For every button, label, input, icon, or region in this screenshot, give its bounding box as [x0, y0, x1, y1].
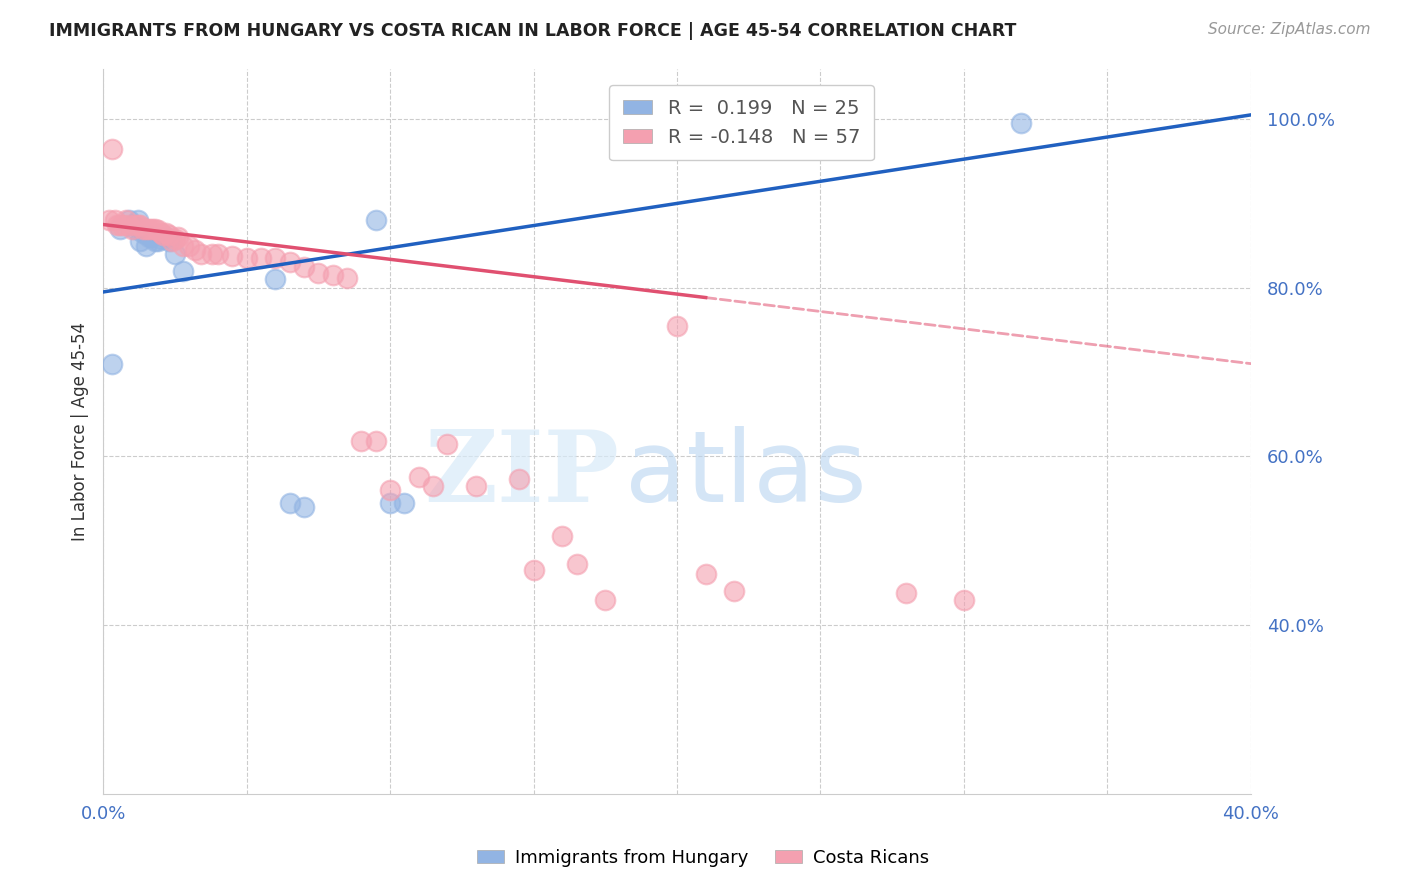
Text: IMMIGRANTS FROM HUNGARY VS COSTA RICAN IN LABOR FORCE | AGE 45-54 CORRELATION CH: IMMIGRANTS FROM HUNGARY VS COSTA RICAN I…: [49, 22, 1017, 40]
Point: [350, 434, 373, 449]
Legend: Immigrants from Hungary, Costa Ricans: Immigrants from Hungary, Costa Ricans: [470, 842, 936, 874]
Point: [436, 436, 458, 450]
Point: [104, 213, 127, 227]
Point: [112, 218, 135, 232]
Point: [422, 479, 444, 493]
Point: [157, 228, 180, 243]
Point: [129, 218, 152, 232]
Point: [184, 243, 207, 257]
Point: [127, 218, 149, 232]
Point: [307, 266, 329, 280]
Text: ZIP: ZIP: [425, 426, 620, 523]
Point: [221, 249, 243, 263]
Point: [292, 500, 315, 514]
Point: [135, 238, 157, 252]
Point: [138, 230, 160, 244]
Point: [278, 496, 301, 510]
Point: [723, 584, 745, 599]
Text: atlas: atlas: [626, 426, 868, 523]
Point: [121, 221, 143, 235]
Point: [138, 221, 160, 235]
Point: [107, 218, 129, 232]
Point: [179, 238, 201, 252]
Point: [118, 213, 141, 227]
Point: [160, 235, 183, 249]
Point: [278, 255, 301, 269]
Point: [163, 232, 186, 246]
Point: [110, 218, 132, 232]
Point: [132, 226, 155, 240]
Y-axis label: In Labor Force | Age 45-54: In Labor Force | Age 45-54: [72, 322, 89, 541]
Point: [201, 247, 224, 261]
Point: [155, 230, 177, 244]
Point: [264, 252, 287, 266]
Point: [100, 357, 122, 371]
Point: [135, 221, 157, 235]
Text: Source: ZipAtlas.com: Source: ZipAtlas.com: [1208, 22, 1371, 37]
Point: [141, 230, 163, 244]
Point: [166, 230, 188, 244]
Point: [292, 260, 315, 274]
Point: [322, 268, 344, 282]
Point: [593, 592, 616, 607]
Point: [100, 142, 122, 156]
Point: [190, 247, 212, 261]
Point: [152, 228, 174, 243]
Point: [695, 567, 717, 582]
Point: [97, 213, 120, 227]
Point: [364, 434, 387, 449]
Point: [132, 221, 155, 235]
Point: [146, 235, 169, 249]
Point: [157, 235, 180, 249]
Point: [172, 264, 194, 278]
Point: [172, 238, 194, 252]
Point: [110, 221, 132, 235]
Point: [141, 221, 163, 235]
Point: [378, 483, 401, 497]
Point: [115, 213, 138, 227]
Point: [508, 472, 530, 486]
Point: [565, 558, 588, 572]
Point: [124, 221, 146, 235]
Point: [149, 232, 172, 246]
Point: [264, 272, 287, 286]
Point: [155, 226, 177, 240]
Point: [146, 223, 169, 237]
Point: [364, 213, 387, 227]
Point: [121, 218, 143, 232]
Point: [465, 479, 488, 493]
Point: [551, 529, 574, 543]
Point: [163, 247, 186, 261]
Point: [1010, 116, 1032, 130]
Point: [127, 213, 149, 227]
Point: [665, 318, 688, 333]
Point: [378, 496, 401, 510]
Point: [408, 470, 430, 484]
Point: [250, 252, 273, 266]
Point: [522, 563, 544, 577]
Point: [124, 218, 146, 232]
Point: [143, 221, 166, 235]
Point: [953, 592, 976, 607]
Point: [896, 586, 918, 600]
Point: [394, 496, 416, 510]
Point: [129, 235, 152, 249]
Point: [118, 218, 141, 232]
Point: [149, 226, 172, 240]
Point: [143, 235, 166, 249]
Point: [336, 270, 359, 285]
Legend: R =  0.199   N = 25, R = -0.148   N = 57: R = 0.199 N = 25, R = -0.148 N = 57: [609, 86, 873, 161]
Point: [235, 252, 257, 266]
Point: [207, 247, 229, 261]
